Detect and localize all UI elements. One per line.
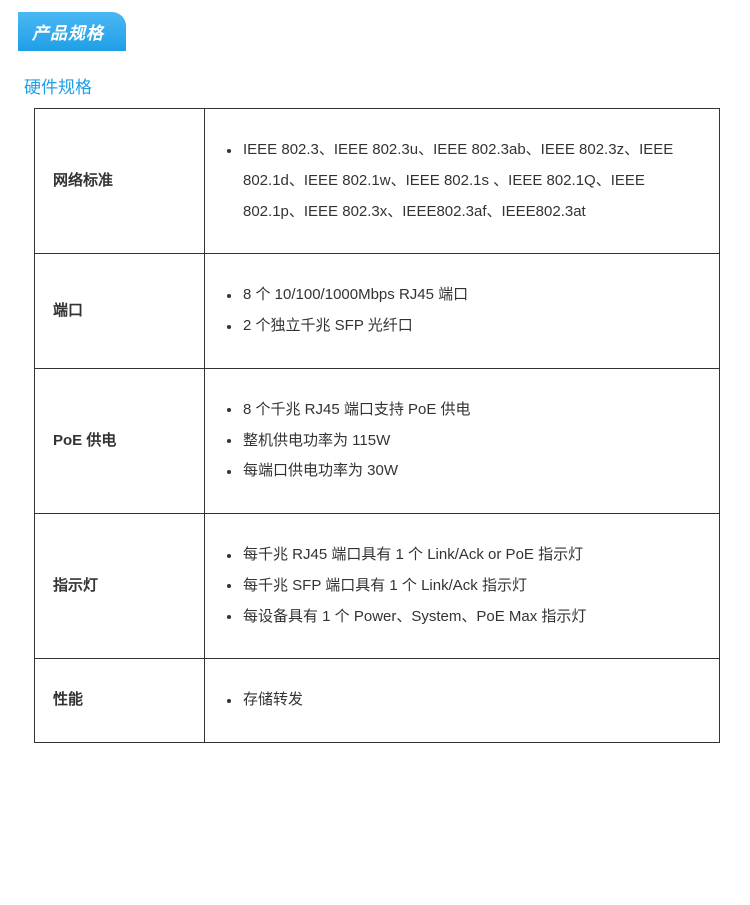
table-row: 网络标准IEEE 802.3、IEEE 802.3u、IEEE 802.3ab、… [35, 109, 720, 254]
table-row: 性能存储转发 [35, 659, 720, 743]
spec-table-body: 网络标准IEEE 802.3、IEEE 802.3u、IEEE 802.3ab、… [35, 109, 720, 743]
row-value: 存储转发 [205, 659, 720, 743]
table-row: PoE 供电8 个千兆 RJ45 端口支持 PoE 供电整机供电功率为 115W… [35, 368, 720, 513]
list-item: 存储转发 [223, 685, 701, 716]
value-list: IEEE 802.3、IEEE 802.3u、IEEE 802.3ab、IEEE… [223, 135, 701, 227]
row-label: 性能 [35, 659, 205, 743]
list-item: 每千兆 SFP 端口具有 1 个 Link/Ack 指示灯 [223, 571, 701, 602]
row-label: 端口 [35, 254, 205, 369]
list-item: 2 个独立千兆 SFP 光纤口 [223, 311, 701, 342]
spec-table: 网络标准IEEE 802.3、IEEE 802.3u、IEEE 802.3ab、… [34, 108, 720, 743]
row-label: 指示灯 [35, 514, 205, 659]
value-list: 8 个千兆 RJ45 端口支持 PoE 供电整机供电功率为 115W每端口供电功… [223, 395, 701, 487]
list-item: 8 个千兆 RJ45 端口支持 PoE 供电 [223, 395, 701, 426]
table-row: 指示灯每千兆 RJ45 端口具有 1 个 Link/Ack or PoE 指示灯… [35, 514, 720, 659]
list-item: 8 个 10/100/1000Mbps RJ45 端口 [223, 280, 701, 311]
row-value: 8 个千兆 RJ45 端口支持 PoE 供电整机供电功率为 115W每端口供电功… [205, 368, 720, 513]
row-label: 网络标准 [35, 109, 205, 254]
value-list: 存储转发 [223, 685, 701, 716]
value-list: 每千兆 RJ45 端口具有 1 个 Link/Ack or PoE 指示灯每千兆… [223, 540, 701, 632]
row-value: 8 个 10/100/1000Mbps RJ45 端口2 个独立千兆 SFP 光… [205, 254, 720, 369]
row-value: 每千兆 RJ45 端口具有 1 个 Link/Ack or PoE 指示灯每千兆… [205, 514, 720, 659]
row-label: PoE 供电 [35, 368, 205, 513]
list-item: 每端口供电功率为 30W [223, 456, 701, 487]
list-item: 每设备具有 1 个 Power、System、PoE Max 指示灯 [223, 602, 701, 633]
list-item: IEEE 802.3、IEEE 802.3u、IEEE 802.3ab、IEEE… [223, 135, 701, 227]
list-item: 每千兆 RJ45 端口具有 1 个 Link/Ack or PoE 指示灯 [223, 540, 701, 571]
section-title: 硬件规格 [24, 73, 732, 98]
row-value: IEEE 802.3、IEEE 802.3u、IEEE 802.3ab、IEEE… [205, 109, 720, 254]
section-badge: 产品规格 [18, 12, 126, 51]
list-item: 整机供电功率为 115W [223, 426, 701, 457]
table-row: 端口 8 个 10/100/1000Mbps RJ45 端口2 个独立千兆 SFP… [35, 254, 720, 369]
value-list: 8 个 10/100/1000Mbps RJ45 端口2 个独立千兆 SFP 光… [223, 280, 701, 342]
